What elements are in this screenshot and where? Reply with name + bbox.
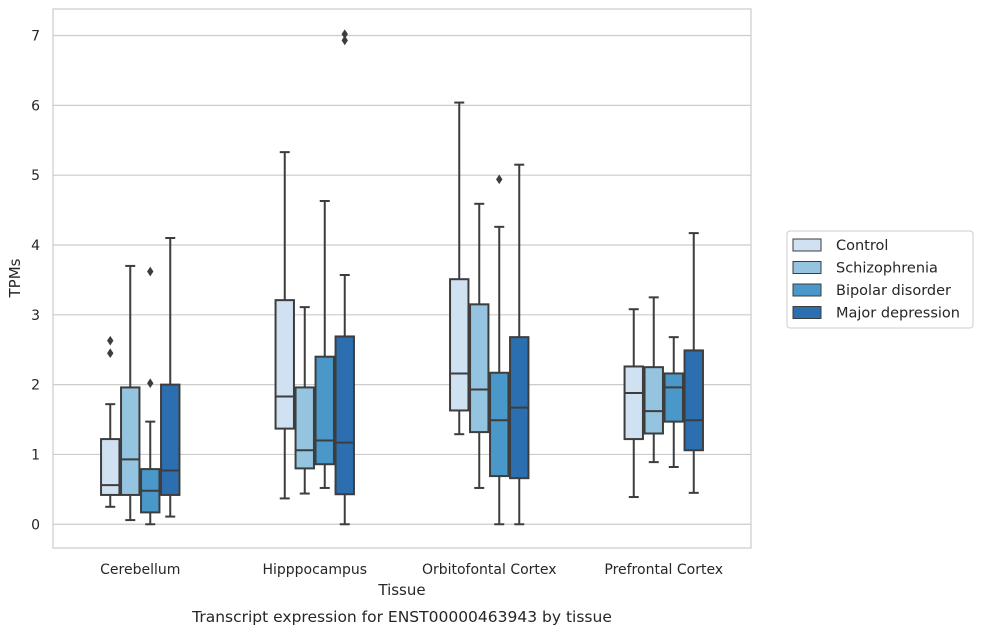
legend-frame [786,230,974,329]
box [100,438,121,496]
box [334,335,355,496]
outlier-point [107,335,114,346]
box [469,303,490,434]
outlier-point [147,266,154,277]
x-tick-label: Orbitofontal Cortex [422,562,557,578]
box [623,365,644,441]
boxes-layer [100,29,704,526]
legend-swatch [792,306,822,319]
outlier-point [147,378,154,389]
box [663,372,684,423]
outlier-point [341,29,348,39]
legend-swatch [792,238,822,252]
plot-frame [52,8,752,549]
box [120,386,141,496]
y-tick-label: 0 [31,517,40,533]
x-axis-label: Tissue [377,581,425,599]
legend: Control Schizophrenia Bipolar disorder Majo… [786,230,974,329]
y-tick-label: 6 [31,98,40,114]
box [449,278,470,412]
legend-swatch [792,283,822,297]
box [683,349,704,452]
box-group [120,264,141,522]
legend-label: Control [836,238,888,254]
box-group [274,151,295,500]
box-group [663,336,684,469]
chart-caption: Transcript expression for ENST0000046394… [191,608,612,626]
y-tick-label: 3 [31,308,40,324]
x-tick-label: Prefrontal Cortex [604,562,723,578]
y-tick-label: 4 [31,238,40,254]
box-group [509,163,530,526]
y-tick-label: 7 [31,29,40,45]
x-tick-label: Hipppocampus [262,562,367,578]
x-tick-label: Cerebellum [100,562,180,578]
box [314,355,335,466]
box [160,383,181,496]
box-group [449,101,470,436]
box-group [489,174,510,526]
outlier-point [107,348,114,359]
legend-items: Control Schizophrenia Bipolar disorder Majo… [792,238,960,322]
box [274,299,295,430]
box-group [683,232,704,494]
x-tick-labels: Cerebellum Hipppocampus Orbitofontal Corte… [100,562,723,578]
y-tick-label: 5 [31,168,40,184]
box-group [469,202,490,489]
outlier-point [496,174,503,185]
y-tick-label: 2 [31,378,40,394]
box-group [643,296,664,464]
y-axis-label: TPMs [6,258,24,298]
legend-label: Bipolar disorder [836,283,951,299]
outlier-point [341,35,348,46]
legend-label: Major depression [836,306,960,322]
legend-label: Schizophrenia [836,261,938,277]
box-group [140,266,161,526]
box-group [100,335,121,508]
legend-swatch [792,261,822,274]
gridlines [53,34,751,525]
box-group [160,237,181,518]
box-group [623,308,644,499]
box [489,371,510,478]
box-group [314,200,335,489]
y-tick-labels: 0 1 2 3 4 5 6 7 [31,29,40,534]
box [643,366,664,435]
box-group [294,306,315,495]
box [294,386,315,470]
y-tick-label: 1 [31,447,40,463]
box-group [334,29,355,526]
